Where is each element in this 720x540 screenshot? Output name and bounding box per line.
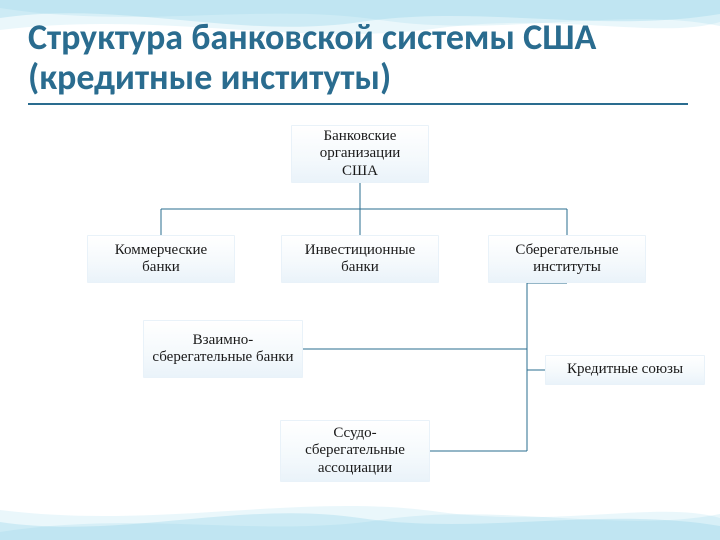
page-title: Структура банковской системы США (кредит… [28, 18, 688, 105]
node-commercial-banks: Коммерческие банки [87, 235, 235, 283]
node-root: Банковские организации США [291, 125, 429, 183]
node-credit-unions: Кредитные союзы [545, 355, 705, 385]
node-investment-banks: Инвестиционные банки [281, 235, 439, 283]
title-text: Структура банковской системы США (кредит… [28, 15, 596, 99]
title-underline [28, 103, 688, 105]
node-mutual-savings: Взаимно-сберегательные банки [143, 320, 303, 378]
node-savings-loans: Ссудо-сберегательные ассоциации [280, 420, 430, 482]
node-savings-institutes: Сберегательные институты [488, 235, 646, 283]
